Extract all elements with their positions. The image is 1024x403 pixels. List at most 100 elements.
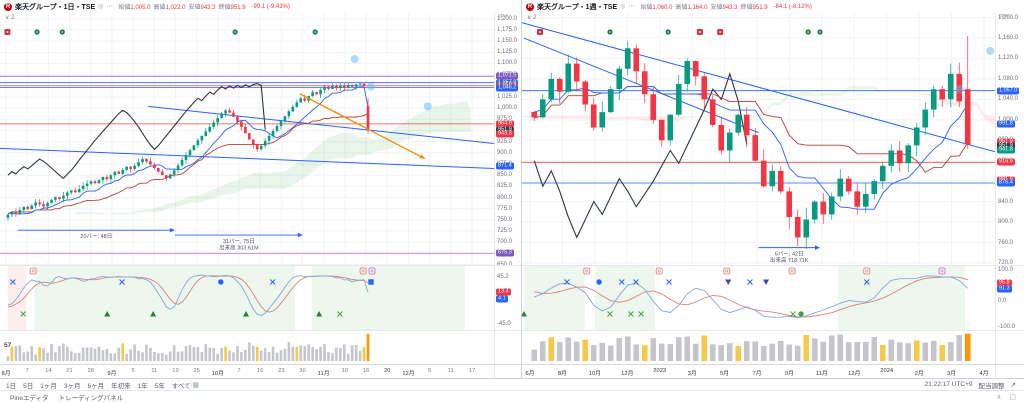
volume-svg[interactable] [0, 331, 494, 363]
timeframe-button[interactable]: 5日 [23, 382, 34, 390]
price-tick-label: 1,200.0 [497, 15, 518, 22]
triangle-down-marker [763, 279, 770, 285]
time-axis-label: 10 [341, 368, 349, 374]
price-tick-label: 1,125.0 [497, 49, 518, 56]
time-axis-label: 9月 [107, 371, 117, 377]
price-chart-area[interactable]: 6バー, 42日 出来高 718.71K JPY 1,200.0 1,160.0 1,… [522, 13, 1024, 266]
collapse-indicators-button[interactable]: ∨ 2 [527, 15, 537, 21]
collapse-icon[interactable]: ∧ [996, 394, 1002, 401]
trend-line[interactable] [0, 147, 494, 169]
price-tick-label: 1,000.0 [497, 105, 518, 112]
trend-line[interactable] [522, 22, 995, 158]
pane-marker-badge[interactable] [723, 267, 731, 275]
measure-label: 6バー, 42日 [775, 251, 804, 258]
go-to-date-icon[interactable]: ▦ [192, 381, 199, 389]
price-tick-label: 1,150.0 [497, 38, 518, 45]
ohlc-label: 安値 [188, 5, 201, 11]
divider: | [190, 381, 193, 388]
oscillator-pane[interactable]: 45.20.0-45.013.44.1 [0, 265, 521, 330]
price-axis[interactable]: JPY 1,200.0 1,175.0 1,150.0 1,125.0 1,100.0 1… [494, 13, 521, 268]
oscillator-svg[interactable] [522, 266, 995, 330]
chart-panel-daily[interactable]: R 楽天グループ・1日・TSE ◎ ⋯ 始値1,005.0 高値1,022.0 安値… [0, 0, 522, 379]
price-tick-label: 750.0 [497, 216, 513, 223]
cross-marker [269, 279, 276, 285]
price-badge: 951.9 [997, 142, 1015, 150]
pine-editor-button[interactable]: Pineエディタ [10, 395, 49, 402]
pane-marker-badge[interactable] [29, 267, 37, 275]
more-icon[interactable]: ⋯ [628, 4, 635, 10]
ohlc-value: 1,022.0 [165, 5, 186, 11]
trend-line[interactable] [148, 105, 494, 144]
dividend-adjust-button[interactable]: 配当調整 [978, 382, 1005, 390]
more-icon[interactable]: ⋯ [106, 4, 113, 10]
symbol-legend[interactable]: R 楽天グループ・1日・TSE ◎ ⋯ 始値1,005.0 高値1,022.0 安値… [0, 0, 521, 13]
pane-marker-badge[interactable] [938, 267, 946, 275]
trend-line[interactable] [523, 37, 759, 134]
cross-marker [119, 279, 125, 285]
timeframe-button[interactable]: 5年 [154, 382, 165, 390]
time-axis[interactable]: 6月 8月 10月 12月 2023 3月 5月 7月 9月 11月 12月 2024 2月 3月 4月 [522, 364, 1024, 379]
timeframe-button[interactable]: すべて [171, 382, 191, 390]
price-badge: 951.9 [496, 126, 514, 134]
oscillator-svg[interactable] [0, 266, 494, 330]
volume-axis[interactable] [494, 331, 521, 364]
chart-panel-weekly[interactable]: R 楽天グループ・1週・TSE ◎ ⋯ 始値1,060.0 高値1,164.0 安値… [522, 0, 1024, 379]
time-axis-label: 11 [151, 368, 158, 374]
time-axis-label: 19 [172, 368, 179, 374]
time-axis-label: 12月 [848, 371, 861, 377]
clock[interactable]: 21:22:17 UTC+9 [924, 381, 973, 388]
time-axis-label: 2024 [880, 368, 894, 374]
price-badge: 876.4 [997, 179, 1015, 187]
pane-marker-badge[interactable] [863, 267, 871, 275]
volume-svg[interactable] [522, 331, 995, 363]
maximize-icon[interactable]: ▢ [1009, 394, 1016, 401]
symbol-title[interactable]: 楽天グループ・1週・TSE [537, 3, 618, 11]
oscillator-pane[interactable]: 100.0 0.0 -100.0 95.8 91.3 [522, 265, 1024, 330]
cross-marker [638, 311, 645, 317]
time-axis-label: 16 [362, 368, 370, 374]
expand-icon[interactable]: ↗ [1010, 381, 1016, 389]
timeframe-button[interactable]: 年初来 [111, 382, 131, 390]
symbol-title[interactable]: 楽天グループ・1日・TSE [15, 3, 96, 11]
price-chart-area[interactable]: 20バー, 48日 31バー, 75日 出来高 303.61M JPY 1,200.… [0, 13, 521, 268]
timeframe-button[interactable]: 3ヶ月 [63, 382, 81, 390]
trading-panel-button[interactable]: トレーディングパネル [58, 395, 124, 402]
time-axis[interactable]: 8月 7 14 21 28 9月 5 11 19 25 10月 7 16 23 30 11月 10 16 20 12月… [0, 364, 521, 379]
ohlc-label: 高値 [675, 5, 688, 11]
arrow-drawing[interactable] [299, 93, 426, 160]
pane-marker-badge[interactable] [368, 267, 376, 275]
visibility-icon[interactable]: ◎ [98, 4, 104, 10]
timeframe-button[interactable]: 1年 [137, 382, 148, 390]
time-axis-label: 6月 [525, 371, 535, 377]
ohlc-label: 始値 [640, 5, 653, 11]
time-axis-label: 25 [193, 368, 200, 374]
time-axis-label: 10月 [588, 371, 601, 377]
osc-tick-label: -100.0 [998, 323, 1016, 330]
oscillator-axis[interactable]: 100.0 0.0 -100.0 95.8 91.3 [995, 266, 1024, 330]
price-axis[interactable]: JPY 1,200.01,160.01,120.01,080.01,040.01… [995, 13, 1024, 266]
time-axis-label: 9月 [784, 371, 794, 377]
volume-pane[interactable] [522, 330, 1024, 364]
cross-marker [607, 311, 613, 317]
triangle-down-marker [725, 279, 732, 285]
collapse-indicators-button[interactable]: ∨ 2 [5, 15, 15, 21]
signal-dot [955, 85, 964, 94]
price-tick-label: 700.0 [497, 239, 513, 246]
time-axis-label: 2023 [653, 368, 667, 374]
pane-marker-badge[interactable] [788, 267, 796, 275]
volume-axis[interactable] [995, 331, 1024, 364]
timeframe-button[interactable]: 1日 [6, 382, 17, 390]
pane-marker-badge[interactable] [655, 267, 663, 275]
oscillator-axis[interactable]: 45.20.0-45.013.44.1 [494, 266, 521, 330]
volume-pane[interactable]: 57 [0, 330, 521, 364]
timeframe-button[interactable]: 1ヶ月 [40, 382, 57, 390]
pane-marker-badge[interactable] [583, 267, 591, 275]
pane-marker-badge[interactable] [359, 267, 367, 275]
osc-tick-label: 45.2 [497, 273, 509, 280]
visibility-icon[interactable]: ◎ [620, 4, 626, 10]
ohlc-value: 951.9 [230, 5, 246, 11]
symbol-legend[interactable]: R 楽天グループ・1週・TSE ◎ ⋯ 始値1,060.0 高値1,164.0 安値… [522, 0, 1024, 13]
timeframe-button[interactable]: 6ヶ月 [87, 382, 105, 390]
